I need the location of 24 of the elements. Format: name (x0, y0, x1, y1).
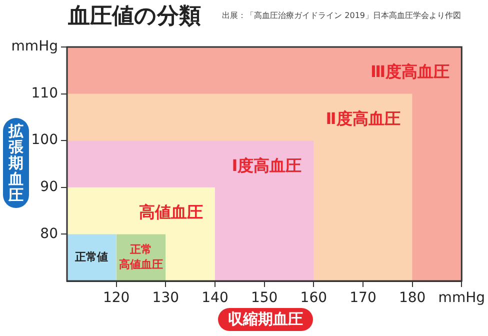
chart-title: 血圧値の分類 (68, 3, 201, 31)
y-tick-label: 80 (40, 226, 58, 242)
x-tick-label: 130 (152, 290, 180, 306)
x-tick-label: 170 (350, 290, 376, 306)
series-label: Ⅱ度高血圧 (326, 108, 400, 128)
x-tick-label: 140 (202, 290, 228, 306)
x-tick-label: 120 (102, 290, 130, 306)
y-axis-title: 拡張期血圧 (7, 122, 24, 204)
y-tick-label: 110 (31, 85, 58, 102)
x-tick-label: 150 (250, 290, 278, 306)
series-label: 正常高値血圧 (119, 242, 163, 271)
text: 出展：「高血圧治療ガイドライン 2019」日本高血圧学会より作図 (222, 10, 461, 21)
series-label: Ⅲ度高血圧 (370, 62, 450, 82)
y-tick-label: 100 (31, 132, 58, 148)
x-axis-title: 収縮期血圧 (218, 308, 313, 331)
x-tick-label: mmHg (438, 290, 486, 306)
label-pill: 拡張期血圧 (3, 118, 29, 208)
y-tick-label: 90 (40, 179, 58, 196)
series-label: 正常値 (74, 250, 108, 264)
series-label: 高値血圧 (138, 202, 203, 222)
x-tick-label: 180 (398, 290, 426, 306)
y-tick-label: mmHg (11, 38, 58, 55)
series-label: Ⅰ度高血圧 (232, 156, 302, 175)
x-tick-label: 160 (300, 290, 328, 306)
